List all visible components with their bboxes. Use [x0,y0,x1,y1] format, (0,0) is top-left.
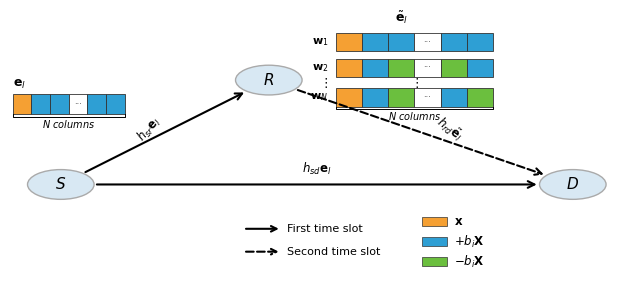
Bar [13,94,31,114]
Bar [88,94,106,114]
Text: $\vdots$: $\vdots$ [410,76,419,90]
Text: $\mathbf{x}$: $\mathbf{x}$ [454,215,464,228]
Bar [336,59,362,77]
Bar [467,33,493,51]
Bar [422,217,447,226]
Bar [415,88,440,107]
Bar [422,257,447,266]
Text: Second time slot: Second time slot [287,247,380,257]
Text: $\mathbf{e}_l$: $\mathbf{e}_l$ [13,78,26,91]
Text: D: D [567,177,579,192]
Bar [336,88,362,107]
Text: $N$ columns: $N$ columns [42,118,95,130]
Circle shape [236,65,302,95]
Text: $\mathbf{w}_2$: $\mathbf{w}_2$ [312,62,328,74]
Bar [467,88,493,107]
Bar [388,59,415,77]
Bar [50,94,68,114]
Bar [362,59,388,77]
Bar [440,33,467,51]
Text: ···: ··· [424,63,431,72]
Text: $-b_i\mathbf{X}$: $-b_i\mathbf{X}$ [454,254,485,270]
Bar [422,237,447,246]
Text: $+b_i\mathbf{X}$: $+b_i\mathbf{X}$ [454,234,485,250]
Text: $h_{sd}\mathbf{e}_l$: $h_{sd}\mathbf{e}_l$ [302,161,332,177]
Bar [415,59,440,77]
Text: ···: ··· [424,93,431,102]
Bar [31,94,50,114]
Text: $h_{sr}\mathbf{e}_l$: $h_{sr}\mathbf{e}_l$ [134,114,164,145]
Circle shape [28,170,94,199]
Bar [440,59,467,77]
Bar [415,33,440,51]
Text: ···: ··· [74,100,82,109]
Text: $\mathbf{w}_N$: $\mathbf{w}_N$ [310,91,328,103]
Text: S: S [56,177,66,192]
Circle shape [540,170,606,199]
Text: R: R [264,73,274,88]
Bar [362,33,388,51]
Bar [388,88,415,107]
Text: ···: ··· [424,38,431,47]
Bar [69,94,88,114]
Text: $\mathbf{w}_1$: $\mathbf{w}_1$ [312,36,328,48]
Bar [336,33,362,51]
Text: $\vdots$: $\vdots$ [319,76,328,90]
Text: First time slot: First time slot [287,224,362,234]
Text: $N$ columns: $N$ columns [388,110,441,122]
Text: $\tilde{\mathbf{e}}_l$: $\tilde{\mathbf{e}}_l$ [396,9,408,26]
Bar [467,59,493,77]
Text: $h_{rd}\tilde{\mathbf{e}}_l$: $h_{rd}\tilde{\mathbf{e}}_l$ [433,114,466,145]
Bar [106,94,125,114]
Bar [388,33,415,51]
Bar [362,88,388,107]
Bar [440,88,467,107]
